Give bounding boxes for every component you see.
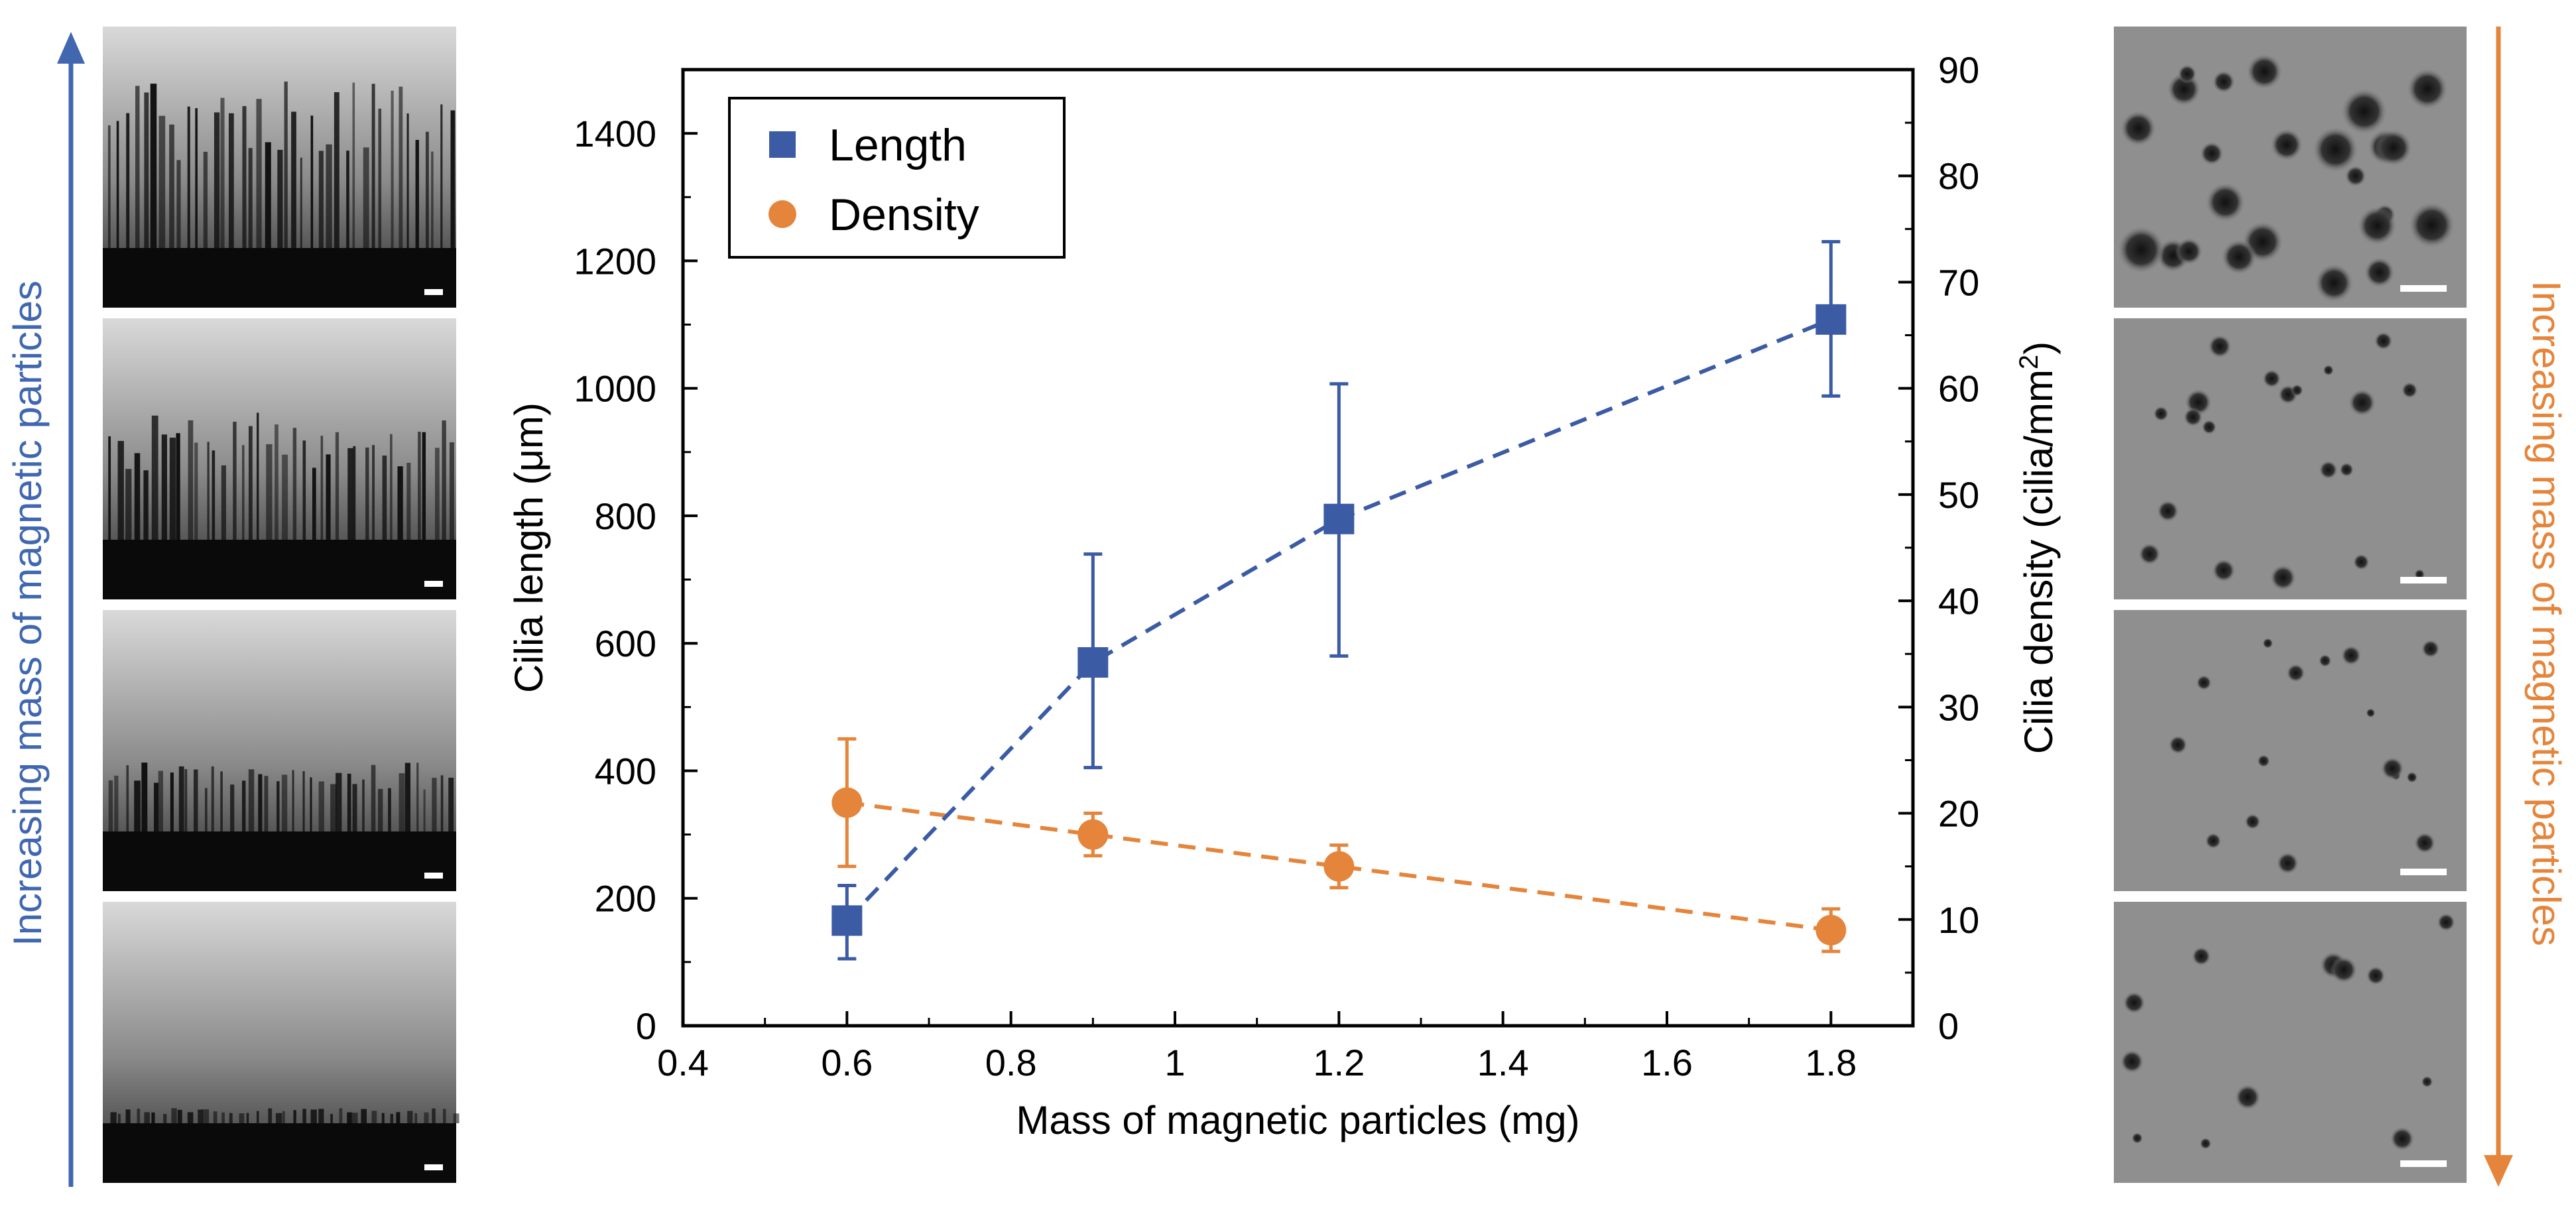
top-view-cilia-1.2mg (2114, 610, 2467, 891)
side-view-cilia-0.9mg (103, 610, 456, 891)
y-left-tick-label: 800 (595, 495, 656, 537)
x-axis-title: Mass of magnetic particles (mg) (1016, 1098, 1579, 1142)
legend-marker-length (769, 131, 796, 158)
y-right-axis-title-superscript: 2 (2014, 355, 2044, 369)
series-line-length (845, 318, 1832, 922)
left-arrow-label: Increasing mass of magnetic particles (5, 280, 50, 946)
y-right-tick-label: 10 (1938, 899, 1979, 941)
y-right-tick-label: 30 (1938, 686, 1979, 728)
x-tick-label: 1.2 (1313, 1042, 1365, 1083)
y-right-tick-label: 40 (1938, 580, 1979, 622)
y-right-axis-title-close: ) (2016, 341, 2061, 355)
x-tick-label: 1.4 (1477, 1042, 1529, 1083)
right-image-strip (2114, 27, 2467, 1183)
y-left-tick-label: 400 (595, 750, 656, 792)
series-density (831, 737, 1847, 953)
right-arrow (2484, 27, 2513, 1187)
y-left-axis-title: Cilia length (μm) (507, 402, 551, 693)
data-point-length (1323, 503, 1355, 534)
chart: 0.4 0.6 0.8 1 1.2 1.4 1.6 1.8020040060080010001… (507, 49, 2061, 1142)
y-right-tick-label: 50 (1938, 474, 1979, 516)
y-left-tick-label: 200 (595, 878, 656, 920)
x-tick-label: 1.8 (1805, 1042, 1857, 1083)
scale-bar (424, 873, 443, 879)
x-tick-label: 1 (1164, 1042, 1185, 1083)
y-right-axis-title-main: Cilia density (cilia/mm (2016, 369, 2061, 754)
legend-box (728, 97, 1066, 259)
scale-bar (2400, 1160, 2447, 1167)
left-image-strip (103, 27, 460, 1183)
legend: Length Density (728, 97, 1066, 259)
side-view-cilia-0.6mg (103, 902, 460, 1183)
legend-label-density: Density (829, 190, 979, 240)
x-tick-label: 1.6 (1641, 1042, 1693, 1083)
top-view-cilia-0.9mg (2114, 318, 2467, 599)
y-right-tick-label: 0 (1938, 1005, 1959, 1047)
top-view-cilia-0.6mg (2114, 27, 2467, 308)
y-right-tick-label: 70 (1938, 261, 1979, 303)
scale-bar (424, 289, 443, 295)
y-left-tick-label: 1000 (574, 368, 656, 410)
y-right-tick-label: 60 (1938, 368, 1979, 410)
scale-bar (424, 581, 443, 587)
scale-bar (2400, 869, 2447, 875)
top-view-cilia-1.8mg (2114, 902, 2467, 1183)
y-right-tick-label: 90 (1938, 49, 1979, 91)
y-left-tick-label: 1400 (574, 113, 656, 154)
data-point-density (831, 787, 863, 818)
data-point-length (1077, 647, 1109, 678)
scale-bar (2400, 577, 2447, 583)
y-left-tick-label: 0 (636, 1005, 656, 1047)
data-point-length (1815, 304, 1847, 335)
data-point-length (831, 905, 863, 936)
right-arrow-label: Increasing mass of magnetic particles (2524, 280, 2569, 946)
x-tick-label: 0.4 (657, 1042, 709, 1083)
y-left-tick-label: 1200 (574, 240, 656, 282)
series-length (831, 240, 1847, 961)
left-arrow (57, 32, 85, 1187)
legend-label-length: Length (829, 120, 967, 170)
y-right-tick-label: 20 (1938, 793, 1979, 835)
y-right-tick-label: 80 (1938, 155, 1979, 197)
x-tick-label: 0.8 (985, 1042, 1037, 1083)
side-view-cilia-1.2mg (103, 318, 456, 599)
scale-bar (2400, 285, 2447, 292)
scale-bar (424, 1164, 443, 1170)
data-point-density (1077, 819, 1109, 850)
legend-marker-density (768, 200, 796, 228)
x-tick-label: 0.6 (821, 1042, 873, 1083)
series-line-density (846, 800, 1831, 932)
data-point-density (1815, 914, 1847, 946)
y-left-tick-label: 600 (595, 623, 656, 664)
data-point-density (1323, 851, 1355, 882)
side-view-cilia-1.8mg (103, 27, 456, 308)
y-right-axis-title: Cilia density (cilia/mm2) (2014, 341, 2061, 754)
